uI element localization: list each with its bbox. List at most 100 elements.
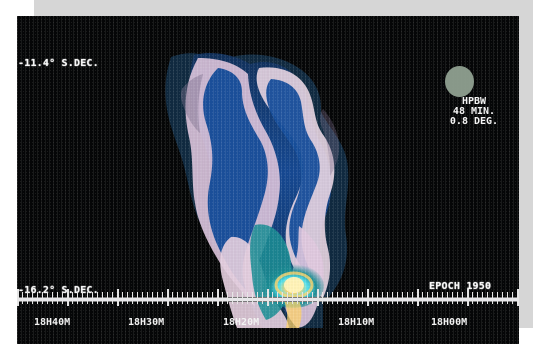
minor-tick	[277, 292, 278, 304]
minor-tick	[432, 292, 433, 304]
minor-tick	[72, 292, 73, 304]
minor-tick	[332, 292, 333, 304]
declination-top-label: -11.4° S.DEC.	[18, 58, 99, 69]
major-tick	[367, 289, 369, 306]
minor-tick	[357, 292, 358, 304]
minor-tick	[192, 292, 193, 304]
right-gray-strip	[519, 16, 533, 328]
minor-tick	[222, 292, 223, 304]
minor-tick	[477, 292, 478, 304]
minor-tick	[202, 292, 203, 304]
minor-tick	[392, 292, 393, 304]
minor-tick	[162, 292, 163, 304]
major-tick	[467, 289, 469, 306]
minor-tick	[512, 292, 513, 304]
major-tick	[517, 289, 519, 306]
minor-tick	[422, 292, 423, 304]
major-tick	[317, 289, 319, 306]
ra-label-18h00m: 18H00M	[431, 317, 468, 328]
minor-tick	[252, 292, 253, 304]
minor-tick	[377, 292, 378, 304]
minor-tick	[327, 292, 328, 304]
minor-tick	[102, 292, 103, 304]
minor-tick	[262, 292, 263, 304]
minor-tick	[507, 292, 508, 304]
minor-tick	[157, 292, 158, 304]
major-tick	[417, 289, 419, 306]
minor-tick	[42, 292, 43, 304]
minor-tick	[497, 292, 498, 304]
minor-tick	[352, 292, 353, 304]
minor-tick	[482, 292, 483, 304]
hpbw-degrees: 0.8 DEG.	[449, 116, 499, 127]
minor-tick	[152, 292, 153, 304]
minor-tick	[172, 292, 173, 304]
minor-tick	[437, 292, 438, 304]
major-tick	[117, 289, 119, 306]
minor-tick	[97, 292, 98, 304]
minor-tick	[447, 292, 448, 304]
top-gray-strip	[34, 0, 533, 16]
hpbw-minutes: 48 MIN.	[452, 106, 496, 117]
declination-bottom-label: -16.2° S.DEC.	[18, 285, 99, 296]
minor-tick	[227, 292, 228, 304]
minor-tick	[27, 292, 28, 304]
minor-tick	[312, 292, 313, 304]
minor-tick	[292, 292, 293, 304]
major-tick	[167, 289, 169, 306]
minor-tick	[87, 292, 88, 304]
minor-tick	[82, 292, 83, 304]
ra-label-18h40m: 18H40M	[34, 317, 71, 328]
minor-tick	[502, 292, 503, 304]
hpbw-circle-icon	[445, 66, 474, 97]
minor-tick	[177, 292, 178, 304]
minor-tick	[287, 292, 288, 304]
minor-tick	[347, 292, 348, 304]
radio-map-panel: -11.4° S.DEC. HPBW 48 MIN. 0.8 DEG. -16.…	[17, 16, 519, 344]
minor-tick	[147, 292, 148, 304]
minor-tick	[487, 292, 488, 304]
minor-tick	[302, 292, 303, 304]
minor-tick	[307, 292, 308, 304]
minor-tick	[407, 292, 408, 304]
hpbw-text: HPBW 48 MIN. 0.8 DEG.	[434, 97, 514, 127]
minor-tick	[442, 292, 443, 304]
minor-tick	[52, 292, 53, 304]
minor-tick	[452, 292, 453, 304]
minor-tick	[237, 292, 238, 304]
minor-tick	[22, 292, 23, 304]
hpbw-annotation: HPBW 48 MIN. 0.8 DEG.	[437, 66, 509, 161]
minor-tick	[62, 292, 63, 304]
minor-tick	[32, 292, 33, 304]
minor-tick	[297, 292, 298, 304]
minor-tick	[342, 292, 343, 304]
minor-tick	[382, 292, 383, 304]
minor-tick	[372, 292, 373, 304]
minor-tick	[397, 292, 398, 304]
hpbw-title: HPBW	[461, 96, 487, 107]
minor-tick	[107, 292, 108, 304]
minor-tick	[207, 292, 208, 304]
minor-tick	[457, 292, 458, 304]
minor-tick	[77, 292, 78, 304]
minor-tick	[127, 292, 128, 304]
minor-tick	[232, 292, 233, 304]
minor-tick	[427, 292, 428, 304]
minor-tick	[197, 292, 198, 304]
minor-tick	[247, 292, 248, 304]
minor-tick	[37, 292, 38, 304]
minor-tick	[137, 292, 138, 304]
minor-tick	[402, 292, 403, 304]
minor-tick	[182, 292, 183, 304]
minor-tick	[492, 292, 493, 304]
major-tick	[17, 289, 19, 306]
minor-tick	[472, 292, 473, 304]
minor-tick	[92, 292, 93, 304]
minor-tick	[337, 292, 338, 304]
minor-tick	[212, 292, 213, 304]
major-tick	[267, 289, 269, 306]
minor-tick	[112, 292, 113, 304]
minor-tick	[57, 292, 58, 304]
minor-tick	[242, 292, 243, 304]
minor-tick	[462, 292, 463, 304]
